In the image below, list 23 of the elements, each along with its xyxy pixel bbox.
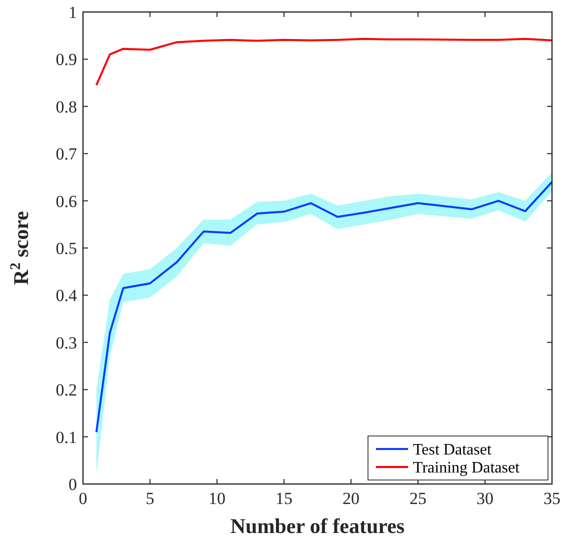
y-tick-label: 0.1 [56, 428, 77, 447]
x-tick-label: 10 [208, 489, 226, 508]
y-tick-label: 0.6 [56, 192, 77, 211]
y-tick-label: 0 [68, 474, 77, 494]
x-tick-label: 25 [410, 489, 426, 508]
y-tick-label: 0.8 [56, 97, 77, 116]
legend-label: Training Dataset [413, 460, 520, 477]
x-tick-label: 20 [342, 489, 360, 508]
line-series [95, 38, 553, 86]
x-tick-label: 15 [276, 489, 292, 508]
x-tick-label: 35 [544, 489, 560, 508]
y-tick-label: 0.3 [56, 333, 77, 352]
y-tick-label: 0.2 [56, 380, 77, 400]
legend-label: Test Dataset [413, 442, 492, 459]
y-tick-label: 1 [68, 2, 77, 22]
x-tick-label: 5 [146, 489, 154, 508]
y-tick-label: 0.9 [56, 50, 77, 70]
y-tick-label: 0.5 [56, 238, 77, 258]
y-tick-label: 0.4 [56, 286, 78, 306]
y-tick-label: 0.7 [56, 144, 78, 164]
x-tick-label: 30 [476, 489, 494, 508]
line-series [95, 180, 553, 434]
x-axis-title: Number of features [230, 514, 405, 538]
